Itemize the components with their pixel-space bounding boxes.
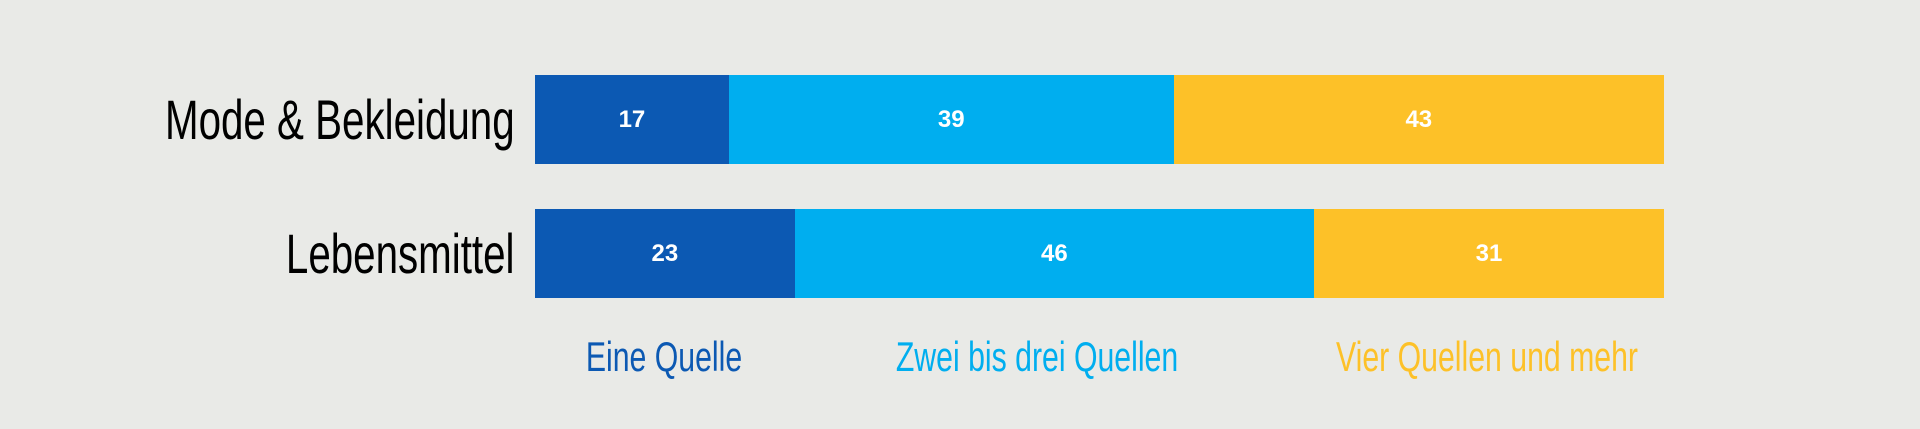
bar-segment: 23 <box>535 209 795 298</box>
bar-row: Lebensmittel 23 46 31 <box>0 209 1920 298</box>
legend-item: Zwei bis drei Quellen <box>895 333 1179 380</box>
stacked-bar: 17 39 43 <box>535 75 1664 164</box>
bar-segment: 31 <box>1314 209 1664 298</box>
data-label: 43 <box>1405 105 1433 133</box>
bar-segment: 17 <box>535 75 729 164</box>
data-label: 46 <box>1040 239 1068 267</box>
data-label: 23 <box>651 239 679 267</box>
data-label: 31 <box>1475 239 1503 267</box>
legend-item: Eine Quelle <box>585 333 743 380</box>
category-label: Mode & Bekleidung <box>165 88 515 151</box>
stacked-bar: 23 46 31 <box>535 209 1664 298</box>
legend-item: Vier Quellen und mehr <box>1335 333 1639 380</box>
bar-segment: 43 <box>1173 75 1664 164</box>
data-label: 17 <box>618 105 646 133</box>
bar-segment: 46 <box>794 209 1315 298</box>
data-label: 39 <box>937 105 965 133</box>
category-label: Lebensmittel <box>286 222 515 285</box>
bar-segment: 39 <box>728 75 1174 164</box>
bar-row: Mode & Bekleidung 17 39 43 <box>0 75 1920 164</box>
